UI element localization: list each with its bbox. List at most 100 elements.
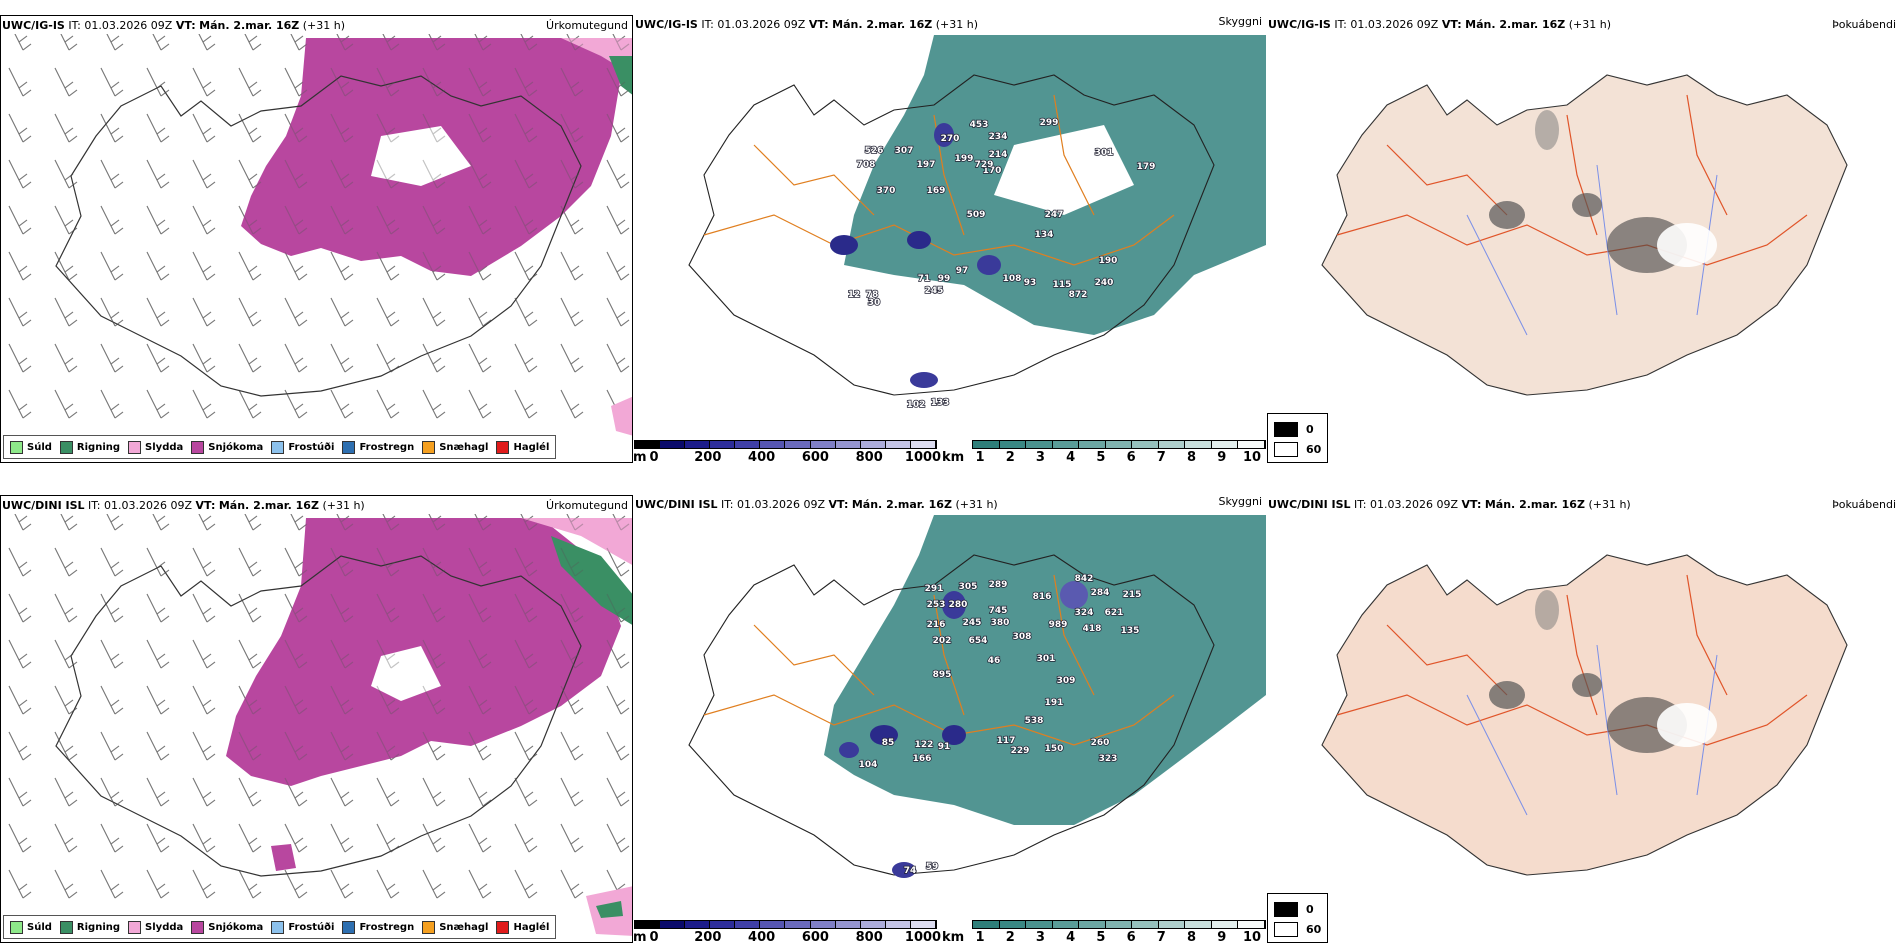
legend-swatch — [496, 440, 510, 454]
precip-peak-label: 115 — [1053, 280, 1072, 290]
precip-peak-label: 307 — [895, 146, 914, 156]
precip-peak-label: 538 — [1025, 716, 1044, 726]
precip-peak-label: 284 — [1091, 588, 1110, 598]
colorbar-tick-label: 1000 — [904, 450, 942, 463]
panel-header: UWC/DINI ISL IT: 01.03.2026 09Z VT: Mán.… — [1268, 498, 1631, 511]
precip-peak-label: 197 — [917, 160, 936, 170]
colorbar-tick-label: 7 — [1156, 930, 1166, 943]
fog-panel-row2: UWC/DINI ISL IT: 01.03.2026 09Z VT: Mán.… — [1267, 495, 1900, 943]
precip-peak-label: 245 — [963, 618, 982, 628]
colorbar-segment — [885, 441, 911, 448]
pink-corner — [611, 396, 632, 436]
precip-peak-label: 245 — [925, 286, 944, 296]
colorbar-segment — [973, 441, 1000, 448]
colorbar-tick-label: 7 — [1156, 450, 1166, 463]
legend-swatch — [59, 920, 73, 934]
colorbar-tick-label: 2 — [1005, 450, 1015, 463]
precip-peak-label: 872 — [1069, 290, 1088, 300]
colorbar-segment — [1079, 921, 1106, 928]
precip-peak-label: 654 — [969, 636, 988, 646]
cloud-panel-row1: UWC/IG-IS IT: 01.03.2026 09Z VT: Mán. 2.… — [634, 15, 1266, 463]
legend-swatch — [59, 440, 73, 454]
colorbar-segment — [635, 441, 661, 448]
precip-peak-label: 708 — [857, 160, 876, 170]
precip-peak-label: 99 — [938, 274, 951, 284]
elevation-colorbar: m 0 200 400 600 800 1000 — [634, 920, 941, 943]
precip-peak-label: 97 — [956, 266, 969, 276]
precip-peak-label: 169 — [927, 186, 946, 196]
legend-item: Rigning — [59, 440, 120, 454]
precip-peak-label: 12 — [848, 290, 861, 300]
panel-title: Úrkomutegund — [546, 499, 628, 512]
legend-swatch — [422, 920, 436, 934]
colorbar-segment — [999, 921, 1027, 928]
precip-peak-label: 78 — [866, 290, 879, 300]
precip-peak-label: 229 — [1011, 746, 1030, 756]
precip-peak-label: 166 — [913, 754, 932, 764]
precip-peak-label: 509 — [967, 210, 986, 220]
roads — [1336, 574, 1808, 746]
precip-peak-label: 240 — [1095, 278, 1114, 288]
precip-peak-label: 745 — [989, 606, 1008, 616]
precip-peak-label: 102 — [907, 400, 926, 410]
precip-peak-label: 291 — [925, 584, 944, 594]
iceland-land — [1321, 554, 1848, 876]
precip-peak-label: 215 — [1123, 590, 1142, 600]
legend-item: Haglél — [496, 440, 549, 454]
precip-peak-label: 247 — [1045, 210, 1064, 220]
precip-peak-label: 190 — [1099, 256, 1118, 266]
precip-peak-label: 91 — [938, 742, 951, 752]
colorbar-tick-label: 200 — [694, 450, 722, 463]
precip-peak-label: 59 — [926, 862, 939, 872]
clear-area — [994, 125, 1134, 215]
precip-peak-label: 370 — [877, 186, 896, 196]
colorbar-tick-label: 8 — [1187, 450, 1197, 463]
legend-item: Snæhagl — [422, 440, 488, 454]
precip-peak-label: 270 — [941, 134, 960, 144]
fog-legend-item: 60 — [1274, 922, 1321, 937]
colorbar-segment — [710, 441, 736, 448]
colorbar-segment — [710, 921, 736, 928]
precip-map — [1, 34, 632, 436]
precip-peak-label: 301 — [1095, 148, 1114, 158]
roads — [703, 94, 1175, 266]
colorbar-segment — [835, 921, 861, 928]
colorbar-segment — [1105, 921, 1133, 928]
terrain-patches — [830, 123, 1001, 388]
panel-title: Þokuábendi — [1832, 498, 1896, 511]
colorbar-segment — [685, 921, 711, 928]
colorbar-segment — [860, 921, 886, 928]
colorbar-segment — [810, 441, 836, 448]
colorbar-segment — [1185, 921, 1212, 928]
colorbar-segment — [1105, 441, 1133, 448]
colorbar-segment — [835, 441, 861, 448]
cloud-panel-row2: UWC/DINI ISL IT: 01.03.2026 09Z VT: Mán.… — [634, 495, 1266, 943]
colorbar-segment — [660, 921, 686, 928]
legend-swatch — [128, 920, 142, 934]
legend-item: Súld — [10, 440, 52, 454]
roads — [1336, 94, 1808, 266]
legend-swatch — [191, 440, 205, 454]
colorbar-tick-label: 2 — [1005, 930, 1015, 943]
legend-item: Frostúði — [271, 440, 334, 454]
legend-swatch — [128, 440, 142, 454]
precip-peak-label: 74 — [904, 866, 917, 876]
visibility-colorbar: km 1 2 3 4 5 6 7 8 9 10 — [942, 440, 1266, 463]
precip-peak-label: 842 — [1075, 574, 1094, 584]
legend-swatch — [422, 440, 436, 454]
legend-item: Haglél — [496, 920, 549, 934]
colorbar-segment — [810, 921, 836, 928]
legend-item: Frostregn — [342, 440, 414, 454]
colorbar-tick-label: 0 — [649, 450, 659, 463]
colorbar-segment — [735, 441, 761, 448]
colorbar-tick-label: 10 — [1242, 930, 1262, 943]
colorbar-segment — [785, 441, 811, 448]
colorbar-tick-label: 6 — [1126, 930, 1136, 943]
colorbar-tick-label: 600 — [801, 930, 829, 943]
colorbar-tick-label: 600 — [801, 450, 829, 463]
fog-map — [1321, 74, 1848, 396]
precip-peak-label: 309 — [1057, 676, 1076, 686]
